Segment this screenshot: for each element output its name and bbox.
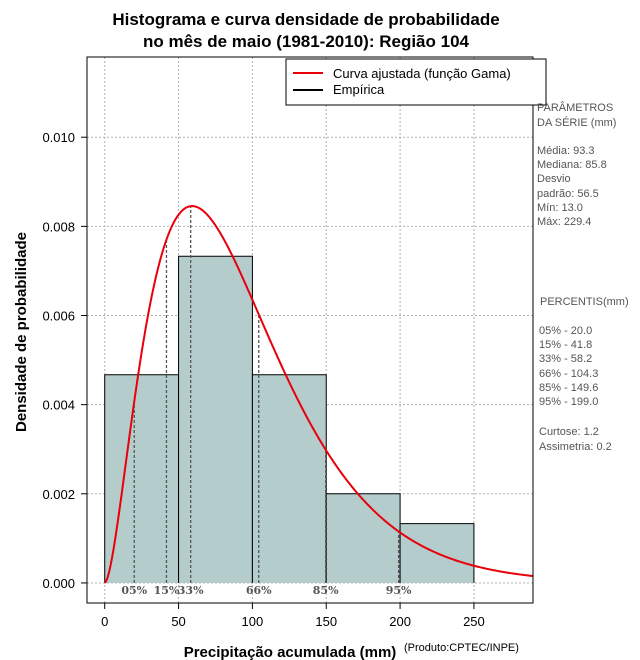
- product-credit: (Produto:CPTEC/INPE): [404, 642, 519, 654]
- percentile-label: 85%: [313, 584, 339, 597]
- x-tick-label: 100: [242, 614, 264, 629]
- y-tick-label: 0.004: [42, 398, 75, 413]
- y-tick-label: 0.002: [42, 487, 75, 502]
- axis-ticks: 0 50 100 150 200 250 0.000 0.002 0.004 0.006 0.008…: [42, 130, 484, 629]
- x-tick-label: 150: [315, 614, 337, 629]
- percentile-15: 15% - 41.8: [539, 339, 592, 351]
- histogram-bars: [104, 255, 475, 583]
- param-min: Mín: 13.0: [537, 202, 583, 214]
- legend: Curva ajustada (função Gama) Empírica: [285, 58, 547, 106]
- stat-skewness: Assimetria: 0.2: [539, 441, 612, 453]
- y-tick-label: 0.010: [42, 130, 75, 145]
- parameters-title-2: DA SÉRIE (mm): [537, 116, 616, 129]
- y-axis-title: Densidade de probabilidade: [13, 232, 30, 432]
- percentile-label: 05%: [121, 584, 147, 597]
- param-max: Máx: 229.4: [537, 216, 591, 228]
- gamma-curve-layer: [103, 205, 534, 584]
- histogram-bar: [104, 374, 179, 583]
- gamma-curve: [103, 205, 534, 584]
- x-tick-label: 50: [171, 614, 185, 629]
- empirical-outline: [251, 374, 327, 583]
- percentile-label: 95%: [386, 584, 412, 597]
- percentile-label: 33%: [178, 584, 204, 597]
- stat-kurtosis: Curtose: 1.2: [539, 426, 599, 438]
- param-std-label: Desvio: [537, 173, 571, 185]
- percentile-05: 05% - 20.0: [539, 325, 592, 337]
- parameters-panel: PARÂMETROS DA SÉRIE (mm) Média: 93.3 Med…: [537, 101, 616, 228]
- chart-title-line-2: no mês de maio (1981-2010): Região 104: [143, 32, 470, 51]
- x-axis-title: Precipitação acumulada (mm): [184, 644, 397, 660]
- percentile-85: 85% - 149.6: [539, 382, 598, 394]
- y-tick-label: 0.008: [42, 219, 75, 234]
- percentile-label: 66%: [246, 584, 272, 597]
- percentiles-title: PERCENTIS(mm): [540, 296, 629, 308]
- x-tick-label: 0: [101, 614, 108, 629]
- histogram-bar: [252, 374, 327, 583]
- legend-box: [285, 58, 547, 106]
- legend-label-empirical: Empírica: [333, 82, 385, 97]
- percentile-33: 33% - 58.2: [539, 353, 592, 365]
- histogram-bar: [178, 256, 253, 583]
- percentile-lines: 05% 15%33% 66% 85% 95%: [121, 206, 412, 597]
- legend-label-fitted: Curva ajustada (função Gama): [333, 66, 511, 81]
- x-tick-label: 200: [389, 614, 411, 629]
- plot-frame: [86, 56, 534, 604]
- y-tick-label: 0.006: [42, 309, 75, 324]
- param-std: padrão: 56.5: [537, 188, 599, 200]
- param-median: Mediana: 85.8: [537, 159, 607, 171]
- percentile-66: 66% - 104.3: [539, 368, 598, 380]
- empirical-outline: [399, 523, 475, 583]
- percentile-label: 15%: [154, 584, 180, 597]
- percentiles-panel: PERCENTIS(mm) 05% - 20.0 15% - 41.8 33% …: [539, 296, 629, 453]
- param-mean: Média: 93.3: [537, 145, 594, 157]
- histogram-bar: [326, 493, 401, 583]
- y-tick-label: 0.000: [42, 576, 75, 591]
- parameters-title-1: PARÂMETROS: [537, 101, 613, 114]
- chart-title-line-1: Histograma e curva densidade de probabil…: [112, 10, 499, 29]
- percentile-95: 95% - 199.0: [539, 396, 598, 408]
- x-tick-label: 250: [463, 614, 485, 629]
